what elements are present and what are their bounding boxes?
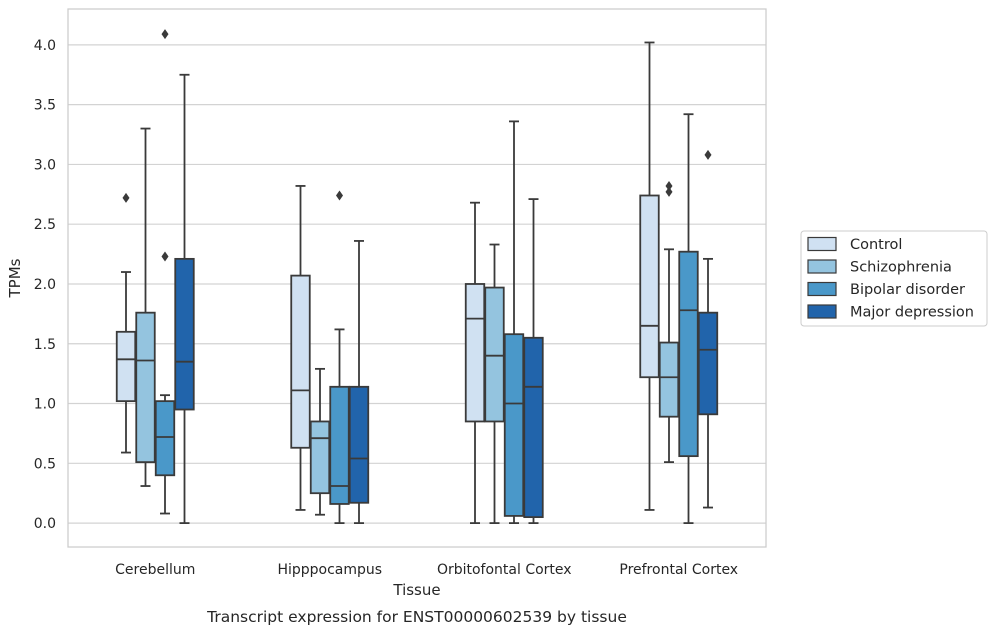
outlier-point bbox=[161, 29, 169, 40]
box-bipolar-disorder bbox=[503, 120, 525, 524]
box-control bbox=[115, 192, 137, 454]
box-schizophrenia bbox=[135, 127, 156, 487]
outlier-point bbox=[704, 149, 712, 160]
box-body bbox=[115, 330, 137, 403]
box-body bbox=[523, 336, 544, 519]
box-body bbox=[309, 420, 331, 495]
box-major-depression bbox=[348, 240, 370, 524]
y-tick-label: 3.5 bbox=[34, 98, 56, 114]
box-body bbox=[658, 341, 680, 418]
category-group bbox=[464, 120, 544, 524]
box-body bbox=[154, 400, 176, 477]
x-tick-labels: Cerebellum Hipppocampus Orbitofontal Corte… bbox=[115, 562, 738, 578]
y-tick-label: 0.0 bbox=[34, 516, 56, 532]
legend-label: Control bbox=[850, 237, 902, 253]
box-schizophrenia bbox=[658, 180, 680, 464]
outlier-point bbox=[665, 180, 673, 191]
outlier-point bbox=[336, 190, 343, 201]
box-body bbox=[464, 283, 486, 423]
box-body bbox=[329, 385, 350, 505]
box-major-depression bbox=[174, 73, 195, 524]
y-tick-label: 2.0 bbox=[34, 277, 56, 293]
box-body bbox=[697, 311, 719, 416]
box-control bbox=[464, 201, 486, 524]
box-schizophrenia bbox=[484, 243, 505, 524]
x-tick-label: Cerebellum bbox=[115, 562, 195, 578]
box-bipolar-disorder bbox=[678, 113, 699, 524]
x-axis-label: Tissue bbox=[392, 581, 440, 599]
y-tick-label: 0.5 bbox=[34, 456, 56, 472]
legend: Control Schizophrenia Bipolar disorder Majo… bbox=[800, 230, 988, 327]
plot-frame bbox=[67, 8, 767, 548]
box-control bbox=[290, 185, 311, 511]
legend-swatch bbox=[807, 281, 837, 297]
x-tick-label: Orbitofontal Cortex bbox=[437, 562, 572, 578]
x-tick-label: Hipppocampus bbox=[277, 562, 382, 578]
box-body bbox=[348, 385, 370, 504]
legend-swatch bbox=[807, 236, 837, 252]
y-tick-label: 4.0 bbox=[34, 38, 56, 54]
legend-label: Schizophrenia bbox=[850, 260, 952, 276]
category-group bbox=[290, 185, 370, 524]
box-body bbox=[135, 311, 156, 464]
x-tick-label: Prefrontal Cortex bbox=[619, 562, 738, 578]
box-body bbox=[484, 286, 505, 423]
y-tick-labels: 0.0 0.5 1.0 1.5 2.0 2.5 3.0 3.5 4.0 bbox=[34, 38, 56, 532]
box-schizophrenia bbox=[309, 367, 331, 516]
outlier-point bbox=[665, 186, 673, 197]
category-group bbox=[115, 29, 195, 524]
outlier-point bbox=[161, 251, 169, 262]
legend-swatch bbox=[807, 304, 837, 319]
y-tick-label: 1.0 bbox=[34, 397, 56, 413]
box-body bbox=[678, 250, 699, 458]
category-group bbox=[639, 41, 719, 524]
box-body bbox=[290, 274, 311, 449]
box-bipolar-disorder bbox=[329, 190, 350, 524]
box-major-depression bbox=[697, 149, 719, 509]
box-body bbox=[174, 257, 195, 411]
y-tick-label: 1.5 bbox=[34, 337, 56, 353]
box-body bbox=[503, 333, 525, 517]
y-axis-label: TPMs bbox=[6, 258, 24, 298]
box-major-depression bbox=[523, 198, 544, 524]
legend-frame bbox=[800, 230, 988, 327]
box-body bbox=[639, 194, 660, 379]
legend-label: Major depression bbox=[850, 305, 974, 321]
legend-label: Bipolar disorder bbox=[850, 282, 965, 298]
y-tick-label: 2.5 bbox=[34, 217, 56, 233]
box-bipolar-disorder bbox=[154, 29, 176, 515]
outlier-point bbox=[122, 192, 130, 203]
chart-caption: Transcript expression for ENST0000060253… bbox=[206, 608, 627, 626]
box-control bbox=[639, 41, 660, 511]
box-groups bbox=[115, 29, 719, 524]
y-tick-label: 3.0 bbox=[34, 157, 56, 173]
legend-swatch bbox=[807, 259, 837, 274]
